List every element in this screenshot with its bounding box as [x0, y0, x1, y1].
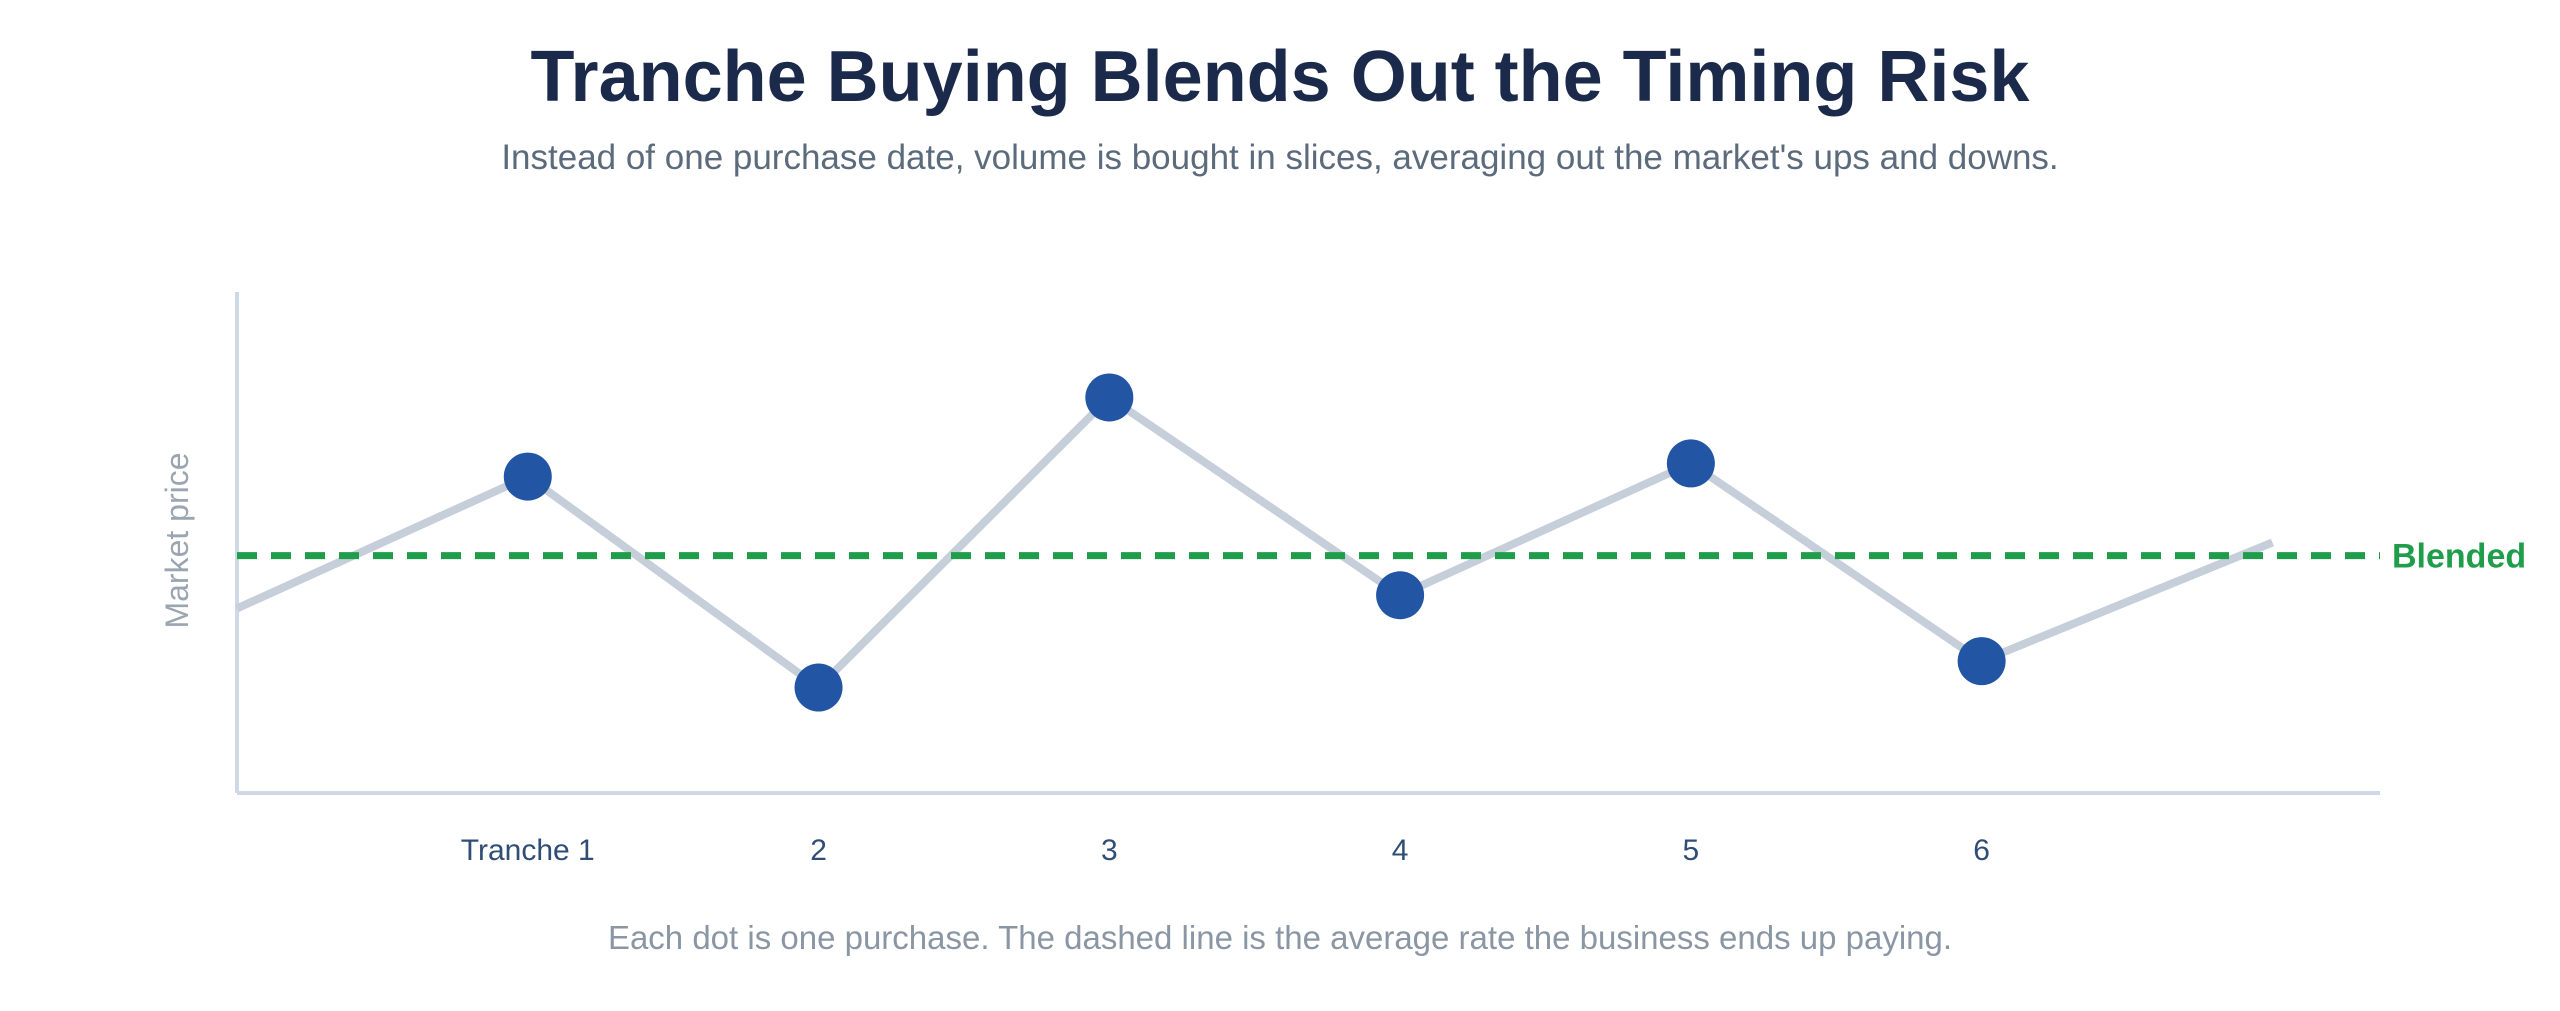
purchase-dot-1	[503, 452, 552, 501]
page-subtitle: Instead of one purchase date, volume is …	[501, 138, 2059, 177]
y-axis-label: Market price	[159, 452, 195, 628]
purchase-dot-5	[1666, 439, 1715, 488]
x-tick-label-4: 4	[1392, 834, 1409, 867]
chart-caption: Each dot is one purchase. The dashed lin…	[607, 919, 1953, 956]
blended-average-label: Blended	[2392, 538, 2526, 576]
x-tick-label-5: 5	[1683, 834, 1700, 867]
purchase-dot-3	[1085, 373, 1134, 422]
market-price-line	[235, 393, 2274, 692]
x-tick-label-2: 2	[810, 834, 827, 867]
x-tick-label-3: 3	[1101, 834, 1118, 867]
purchase-dot-4	[1376, 571, 1425, 620]
x-tick-label-6: 6	[1973, 834, 1990, 867]
x-tick-label-1: Tranche 1	[461, 834, 595, 867]
purchase-dot-6	[1957, 637, 2006, 686]
purchase-dot-2	[794, 663, 843, 712]
page-title: Tranche Buying Blends Out the Timing Ris…	[530, 37, 2030, 117]
